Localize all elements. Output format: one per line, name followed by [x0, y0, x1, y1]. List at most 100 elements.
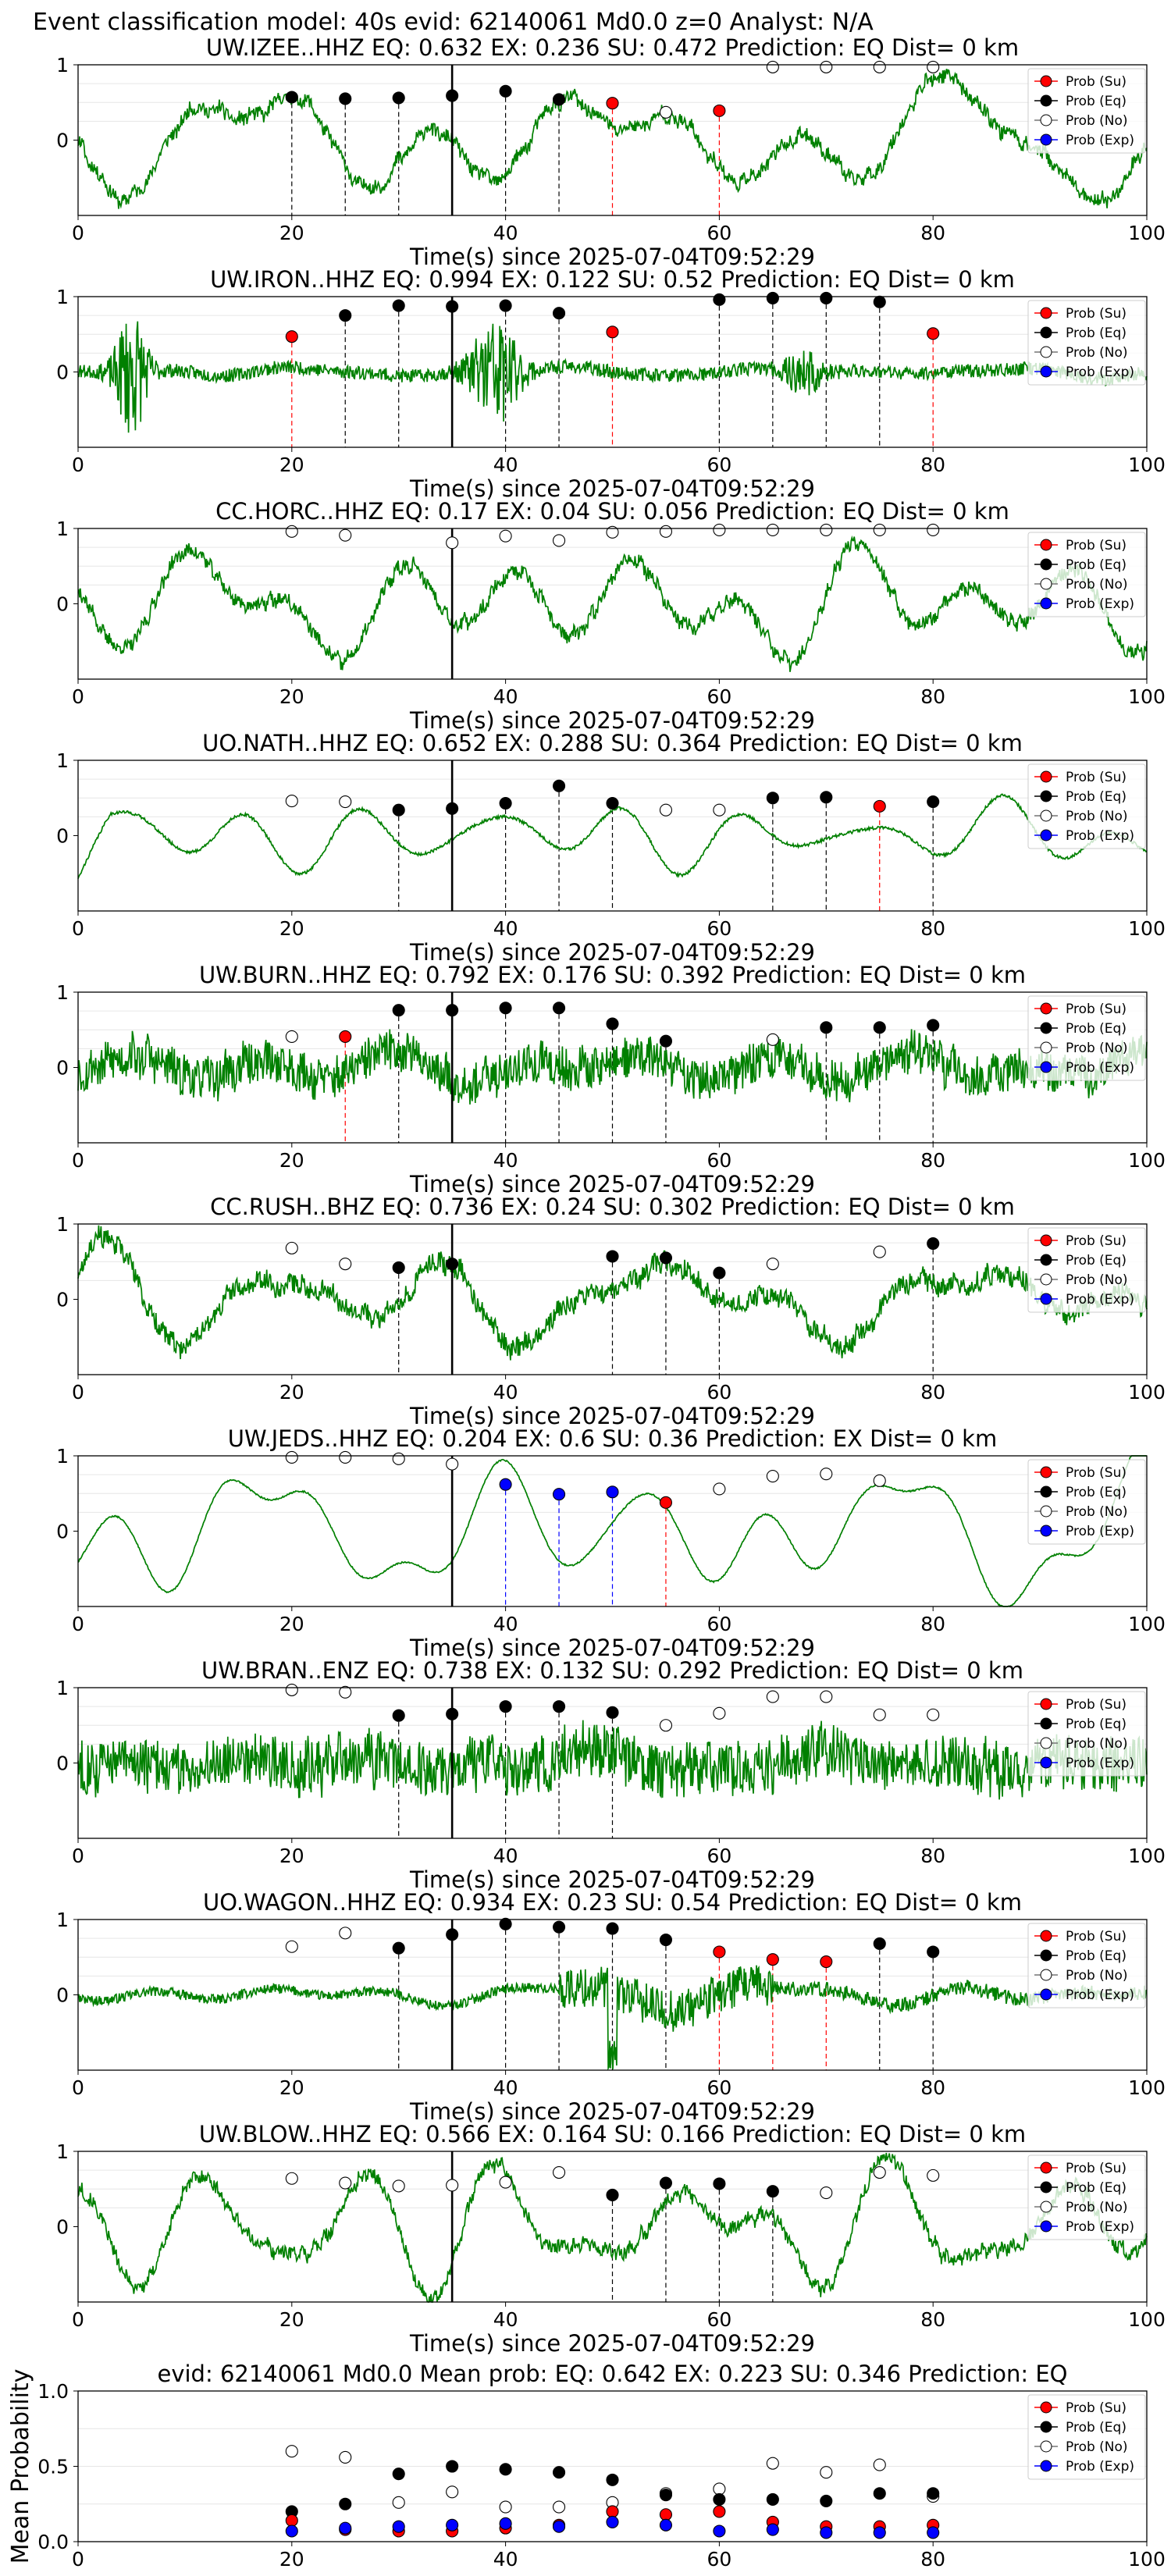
legend-marker-su [1040, 1466, 1052, 1478]
x-tick-label: 20 [279, 2308, 304, 2331]
x-tick-label: 100 [1128, 454, 1166, 476]
prob-marker-no [339, 795, 352, 809]
mean-marker-no [285, 2445, 298, 2458]
x-tick-label: 20 [279, 2548, 304, 2571]
y-tick-label: 0 [56, 130, 69, 152]
legend-marker-exp [1040, 1756, 1052, 1769]
legend-label: Prob (Su) [1066, 2161, 1127, 2176]
x-tick-label: 20 [279, 917, 304, 940]
prob-marker-su [873, 799, 886, 813]
legend-box [1027, 995, 1146, 1081]
y-tick-label: 0 [56, 361, 69, 384]
legend-label: Prob (Exp) [1066, 1987, 1134, 2003]
panel-title: UO.WAGON..HHZ EQ: 0.934 EX: 0.23 SU: 0.5… [203, 1889, 1022, 1916]
legend-label: Prob (Exp) [1066, 2219, 1134, 2235]
legend-marker-no [1040, 809, 1052, 822]
prob-marker-no [713, 1706, 726, 1720]
x-tick-label: 0 [72, 2308, 84, 2331]
prob-marker-no [766, 1470, 779, 1483]
panel-title: UW.BRAN..ENZ EQ: 0.738 EX: 0.132 SU: 0.2… [201, 1657, 1023, 1684]
prob-marker-no [820, 2186, 833, 2200]
prob-marker-no [446, 1457, 459, 1471]
mean-marker-eq [873, 2487, 886, 2500]
x-tick-label: 40 [493, 222, 518, 244]
prob-marker-no [766, 1690, 779, 1703]
prob-marker-no [552, 2165, 566, 2179]
y-tick-label: 1 [56, 749, 69, 772]
prob-marker-eq [766, 291, 779, 304]
legend-marker-exp [1040, 1988, 1052, 2001]
prob-marker-no [820, 1468, 833, 1481]
waveform-trace [77, 1029, 1148, 1105]
x-tick-label: 80 [920, 1613, 945, 1635]
prob-marker-su [713, 104, 726, 117]
x-tick-label: 80 [920, 1845, 945, 1867]
x-tick-label: 60 [707, 1381, 731, 1404]
legend-marker-eq [1040, 1949, 1052, 1962]
prob-marker-eq [659, 1251, 673, 1265]
mean-marker-no [766, 2457, 779, 2470]
prob-marker-eq [552, 1700, 566, 1713]
x-tick-label: 0 [72, 685, 84, 708]
legend-marker-exp [1040, 365, 1052, 378]
prob-marker-eq [606, 1706, 619, 1719]
x-tick-label: 0 [72, 917, 84, 940]
prob-marker-eq [552, 1920, 566, 1934]
prob-marker-no [659, 105, 673, 119]
x-tick-label: 20 [279, 685, 304, 708]
waveform-trace [77, 69, 1148, 209]
prob-marker-no [659, 803, 673, 817]
legend-box [1027, 1459, 1146, 1545]
legend-label: Prob (Exp) [1066, 1524, 1134, 1539]
y-tick-label: 0 [56, 2216, 69, 2239]
x-tick-label: 60 [707, 222, 731, 244]
panel-title: UW.IZEE..HHZ EQ: 0.632 EX: 0.236 SU: 0.4… [206, 34, 1019, 61]
x-tick-label: 100 [1128, 917, 1166, 940]
legend-label: Prob (Eq) [1066, 326, 1127, 341]
legend-marker-no [1040, 346, 1052, 358]
prob-marker-eq [713, 293, 726, 306]
panel-6: CC.RUSH..BHZ EQ: 0.736 EX: 0.24 SU: 0.30… [56, 1194, 1166, 1429]
legend-marker-eq [1040, 558, 1052, 571]
legend-label: Prob (Exp) [1066, 2459, 1134, 2475]
prob-marker-eq [606, 1922, 619, 1935]
legend-marker-su [1040, 307, 1052, 319]
x-axis-label: Time(s) since 2025-07-04T09:52:29 [409, 475, 815, 502]
mean-marker-eq [552, 2466, 566, 2479]
waveform-trace [77, 1225, 1148, 1361]
legend-marker-eq [1040, 1022, 1052, 1034]
x-tick-label: 80 [920, 917, 945, 940]
legend-label: Prob (No) [1066, 577, 1128, 592]
prob-marker-no [713, 523, 726, 536]
prob-marker-eq [499, 299, 512, 312]
legend-marker-exp [1040, 2220, 1052, 2233]
prob-marker-no [339, 1450, 352, 1464]
prob-marker-no [285, 525, 298, 538]
panel-title: UW.JEDS..HHZ EQ: 0.204 EX: 0.6 SU: 0.36 … [228, 1425, 997, 1452]
x-tick-label: 80 [920, 2308, 945, 2331]
prob-marker-eq [766, 792, 779, 805]
mean-marker-exp [339, 2521, 352, 2535]
mean-marker-exp [713, 2524, 726, 2538]
prob-marker-no [927, 60, 940, 73]
x-tick-label: 80 [920, 1381, 945, 1404]
mean-marker-exp [659, 2518, 673, 2532]
y-tick-label: 0 [56, 1289, 69, 1311]
prob-marker-eq [873, 295, 886, 308]
y-tick-label: 0 [56, 1057, 69, 1080]
x-tick-label: 60 [707, 1845, 731, 1867]
legend-label: Prob (Eq) [1066, 1717, 1127, 1732]
legend-marker-exp [1040, 2460, 1052, 2472]
prob-marker-eq [659, 1934, 673, 1947]
legend-marker-su [1040, 1930, 1052, 1942]
figure-title: Event classification model: 40s evid: 62… [33, 9, 874, 36]
prob-marker-no [392, 1452, 405, 1465]
legend-box [1027, 1227, 1146, 1313]
panel-title: UW.BLOW..HHZ EQ: 0.566 EX: 0.164 SU: 0.1… [199, 2121, 1026, 2147]
x-tick-label: 80 [920, 2076, 945, 2099]
legend-label: Prob (Exp) [1066, 1060, 1134, 1076]
prob-marker-eq [927, 1019, 940, 1032]
legend-label: Prob (Eq) [1066, 1021, 1127, 1037]
legend-label: Prob (Eq) [1066, 1948, 1127, 1964]
x-tick-label: 100 [1128, 1149, 1166, 1172]
